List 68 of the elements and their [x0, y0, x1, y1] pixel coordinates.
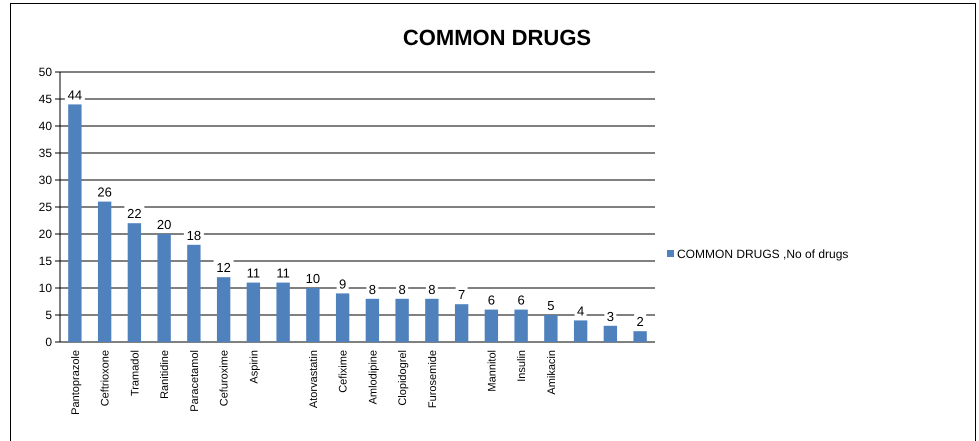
- bar: [306, 288, 320, 342]
- bar: [68, 104, 82, 342]
- data-label: 26: [97, 184, 112, 200]
- data-label: 6: [518, 292, 525, 308]
- bar: [633, 331, 647, 342]
- data-label: 11: [246, 266, 260, 281]
- x-tick-label: Insulin: [516, 350, 528, 382]
- data-label: 8: [398, 282, 406, 297]
- bar: [574, 320, 588, 342]
- bar: [425, 298, 439, 342]
- data-label: 12: [216, 260, 231, 276]
- y-tick-label: 20: [38, 227, 52, 242]
- legend-label: COMMON DRUGS ,No of drugs: [677, 247, 848, 262]
- x-tick-label: Mannitol: [486, 350, 498, 392]
- bar: [157, 234, 171, 342]
- data-label: 7: [458, 287, 466, 302]
- data-label: 2: [636, 314, 644, 330]
- data-label: 9: [339, 276, 346, 292]
- bar: [216, 277, 230, 342]
- bar: [187, 244, 201, 342]
- x-tick-label: Atorvastatin: [308, 350, 320, 408]
- y-tick-label: 45: [38, 92, 52, 106]
- data-label: 3: [606, 308, 614, 324]
- bar: [276, 282, 290, 342]
- bar: [128, 223, 142, 342]
- bar: [98, 202, 112, 342]
- data-label: 5: [547, 298, 554, 313]
- y-tick-label: 15: [38, 254, 52, 268]
- x-tick-label: Aspirin: [248, 350, 260, 384]
- x-tick-label: Cefuroxime: [218, 350, 231, 406]
- x-tick-label: Amikacin: [546, 350, 558, 395]
- bar: [246, 282, 260, 342]
- bar: [366, 298, 380, 342]
- data-label: 8: [428, 282, 436, 297]
- y-tick-label: 30: [38, 173, 52, 188]
- y-tick-label: 40: [38, 119, 52, 134]
- y-tick-label: 5: [45, 308, 52, 322]
- bar: [484, 310, 498, 342]
- bar: [336, 293, 350, 342]
- data-label: 10: [306, 271, 320, 286]
- bar: [544, 315, 558, 342]
- data-label: 8: [368, 282, 376, 297]
- x-tick-label: Paracetamol: [188, 350, 201, 412]
- y-tick-label: 10: [38, 281, 52, 296]
- bar: [454, 304, 468, 342]
- data-label: 44: [68, 87, 82, 102]
- x-tick-label: Ceftrioxone: [100, 350, 112, 406]
- data-label: 4: [577, 303, 584, 318]
- x-tick-label: Tramadol: [129, 350, 142, 396]
- data-label: 18: [186, 228, 202, 243]
- bar: [604, 326, 618, 342]
- chart-title: COMMON DRUGS: [402, 25, 592, 50]
- y-tick-label: 35: [38, 146, 52, 160]
- x-tick-label: Ranitidine: [159, 350, 172, 399]
- data-label: 11: [276, 266, 290, 281]
- y-tick-label: 50: [38, 65, 52, 80]
- x-tick-label: Pantoprazole: [70, 350, 82, 415]
- data-label: 22: [127, 206, 142, 222]
- bar: [514, 310, 528, 342]
- x-tick-label: Cefixime: [338, 350, 350, 393]
- y-tick-label: 25: [38, 200, 52, 214]
- data-label: 6: [488, 292, 495, 308]
- bar: [395, 298, 409, 342]
- data-label: 20: [156, 217, 172, 232]
- x-tick-label: Furosemide: [426, 350, 439, 408]
- x-tick-label: Clopidogrel: [397, 350, 410, 406]
- y-tick-label: 0: [45, 335, 52, 350]
- x-tick-label: Amlodipine: [367, 350, 380, 404]
